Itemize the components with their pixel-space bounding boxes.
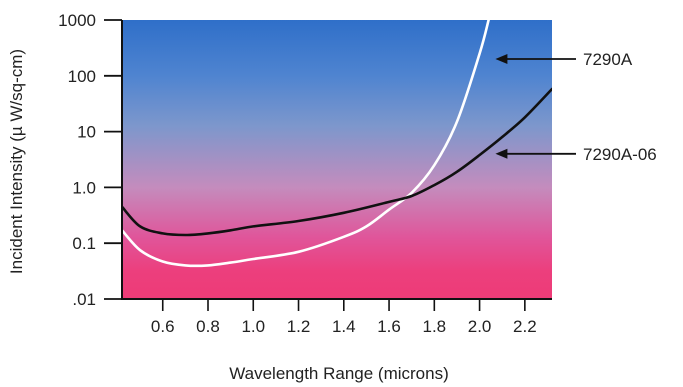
y-tick-label: .01 xyxy=(72,290,96,309)
x-tick-label: 2.2 xyxy=(513,317,537,336)
x-tick-label: 2.0 xyxy=(468,317,492,336)
legend-label-7290a-06: 7290A-06 xyxy=(583,145,657,164)
x-tick-label: 1.8 xyxy=(422,317,446,336)
y-tick-label: 0.1 xyxy=(72,234,96,253)
x-tick-label: 1.6 xyxy=(377,317,401,336)
axes-group: 1000 100 10 1.0 0.1 .01 0.6 0.8 1.0 1.2 1.4 1.6 1.8 2… xyxy=(58,11,552,336)
legend-label-7290a: 7290A xyxy=(583,50,633,69)
y-tick-label: 1000 xyxy=(58,11,96,30)
x-axis-title: Wavelength Range (microns) xyxy=(229,364,449,383)
y-axis-title: Incident Intensity (µ W/sq-cm) xyxy=(7,49,26,274)
x-tick-label: 0.6 xyxy=(151,317,175,336)
series-line-7290a xyxy=(122,18,490,268)
y-tick-label: 100 xyxy=(68,67,96,86)
plot-background xyxy=(122,20,552,299)
series-line-7290a-06 xyxy=(122,87,552,237)
series-group xyxy=(122,18,552,268)
x-tick-label: 1.0 xyxy=(241,317,265,336)
x-tick-label: 0.8 xyxy=(196,317,220,336)
legend-arrow-head xyxy=(495,148,508,159)
legend-group: 7290A 7290A-06 xyxy=(495,50,657,164)
y-tick-label: 10 xyxy=(77,123,96,142)
x-tick-label: 1.4 xyxy=(332,317,356,336)
legend-arrow-head xyxy=(495,54,508,65)
x-tick-label: 1.2 xyxy=(287,317,311,336)
y-tick-label: 1.0 xyxy=(72,178,96,197)
